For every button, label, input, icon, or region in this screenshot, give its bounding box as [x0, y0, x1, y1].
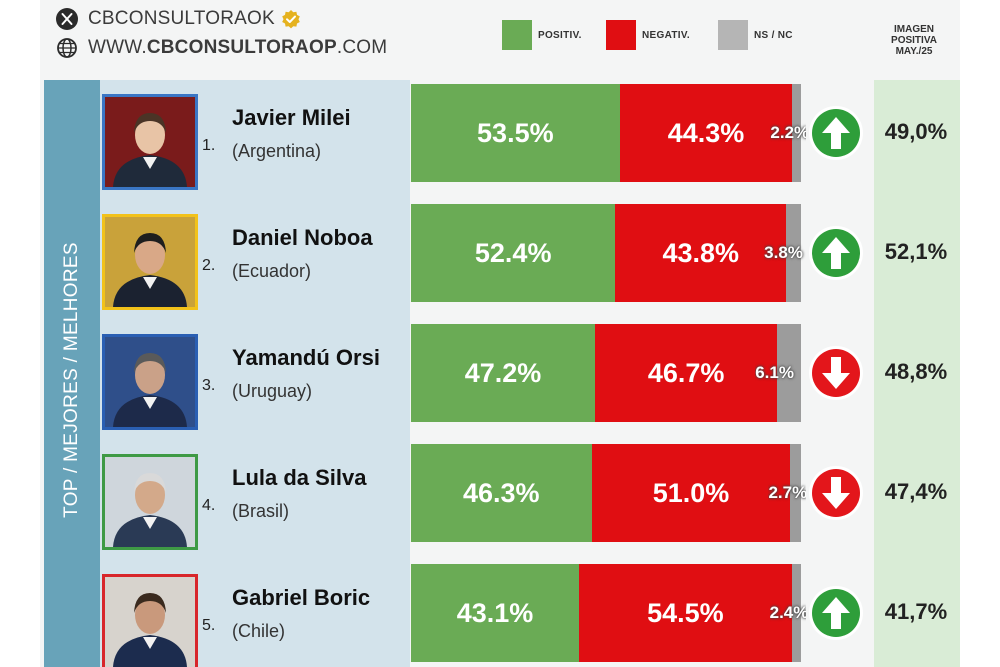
bar-nsnc — [777, 324, 801, 422]
legend-swatch-negative — [606, 20, 636, 50]
arrow-up-icon — [808, 225, 864, 281]
imagen-positiva-panel — [874, 80, 960, 667]
bar-negative-label: 54.5% — [647, 597, 724, 628]
bar-positive: 47.2% — [411, 324, 596, 422]
rank-number: 3. — [202, 377, 216, 394]
portrait-image — [105, 337, 195, 427]
legend-positive: POSITIV. — [502, 20, 582, 50]
rank-number: 5. — [202, 617, 216, 634]
leader-name: Daniel Noboa — [232, 225, 373, 250]
imagen-header-line3: MAY./25 — [895, 46, 933, 57]
side-label: TOP / MEJORES / MELHORES — [61, 242, 82, 518]
trend-arrow-graphic — [809, 466, 863, 520]
globe-icon — [57, 38, 77, 58]
website-suffix: .COM — [336, 37, 388, 58]
imagen-positiva-header: IMAGEN POSITIVA MAY./25 — [876, 24, 952, 57]
legend-nsnc: NS / NC — [718, 20, 793, 50]
legend-label-nsnc: NS / NC — [754, 29, 793, 41]
bar-nsnc — [790, 444, 801, 542]
imagen-positiva-value: 49,0% — [884, 119, 948, 144]
legend-label-positive: POSITIV. — [538, 29, 582, 41]
arrow-down-icon — [808, 345, 864, 401]
leader-name: Javier Milei — [232, 105, 351, 130]
verified-badge-icon — [282, 10, 300, 29]
legend-label-negative: NEGATIV. — [642, 29, 690, 41]
portrait-photo — [102, 214, 198, 310]
bar-positive-label: 46.3% — [463, 477, 540, 508]
portrait-photo — [102, 94, 198, 190]
portrait-image — [105, 457, 195, 547]
bar-nsnc-label: 3.8% — [764, 243, 803, 262]
leader-country: (Ecuador) — [232, 261, 312, 281]
leader-name: Gabriel Boric — [232, 585, 371, 610]
bar-negative-label: 43.8% — [662, 237, 740, 268]
portrait-photo — [102, 334, 198, 430]
bar-nsnc-label: 6.1% — [755, 363, 794, 382]
leader-country: (Uruguay) — [232, 381, 313, 401]
imagen-header-line1: IMAGEN — [894, 24, 934, 35]
trend-arrow-graphic — [809, 346, 863, 400]
bar-negative: 43.8% — [615, 204, 787, 302]
imagen-header-line2: POSITIVA — [891, 35, 937, 46]
arrow-up-icon — [808, 105, 864, 161]
website-row: WWW.CBCONSULTORAOP.COM — [56, 37, 387, 59]
bar-positive: 52.4% — [411, 204, 616, 302]
legend-swatch-nsnc — [718, 20, 748, 50]
trend-arrow-graphic — [809, 226, 863, 280]
portrait-image — [105, 577, 195, 667]
bar-positive-label: 53.5% — [477, 117, 554, 148]
imagen-positiva-value: 41,7% — [884, 599, 948, 624]
bar-negative-label: 46.7% — [647, 357, 725, 388]
leader-name: Lula da Silva — [232, 465, 367, 490]
legend-swatch-positive — [502, 20, 532, 50]
imagen-positiva-value: 48,8% — [884, 359, 948, 384]
portrait-photo — [102, 454, 198, 550]
arrow-down-icon — [808, 465, 864, 521]
bar-nsnc-label: 2.7% — [768, 483, 806, 502]
bar-positive-label: 43.1% — [456, 597, 534, 628]
bar-nsnc — [791, 564, 801, 662]
bar-positive: 43.1% — [411, 564, 580, 662]
bar-positive-label: 47.2% — [464, 357, 542, 388]
bar-negative: 44.3% — [619, 84, 793, 182]
leader-country: (Chile) — [232, 621, 286, 641]
bar-negative: 54.5% — [579, 564, 792, 662]
portrait-image — [105, 97, 195, 187]
bar-nsnc — [786, 204, 801, 302]
imagen-positiva-value: 47,4% — [884, 479, 948, 504]
legend-negative: NEGATIV. — [606, 20, 690, 50]
x-handle: CBCONSULTORAOK — [88, 8, 275, 29]
bar-negative: 51.0% — [591, 444, 791, 542]
rank-number: 4. — [202, 497, 216, 514]
bar-nsnc-label: 2.2% — [770, 123, 806, 142]
trend-arrow-graphic — [809, 106, 863, 160]
website-domain: CBCONSULTORAOP — [146, 37, 337, 58]
website-url[interactable]: WWW.CBCONSULTORAOP.COM — [88, 37, 387, 59]
arrow-up-icon — [808, 585, 864, 641]
rank-number: 2. — [202, 257, 216, 274]
leader-country: (Argentina) — [232, 141, 322, 161]
bar-positive: 46.3% — [411, 444, 592, 542]
portrait-image — [105, 217, 195, 307]
rank-number: 1. — [202, 137, 216, 154]
x-handle-row: CBCONSULTORAOK — [56, 8, 301, 30]
portrait-photo — [102, 574, 198, 667]
website-prefix: WWW. — [88, 37, 147, 58]
side-strip — [44, 80, 100, 667]
bar-nsnc — [792, 84, 801, 182]
imagen-positiva-value: 52,1% — [884, 239, 948, 264]
bar-negative-label: 44.3% — [667, 117, 745, 148]
bar-negative: 46.7% — [595, 324, 778, 422]
bar-nsnc-label: 2.4% — [769, 603, 806, 622]
x-logo-icon — [56, 8, 78, 30]
bar-negative-label: 51.0% — [652, 477, 730, 508]
trend-arrow-graphic — [809, 586, 863, 640]
leader-country: (Brasil) — [232, 501, 289, 521]
bar-positive-label: 52.4% — [474, 237, 552, 268]
bar-positive: 53.5% — [411, 84, 620, 182]
leader-name: Yamandú Orsi — [232, 345, 380, 370]
